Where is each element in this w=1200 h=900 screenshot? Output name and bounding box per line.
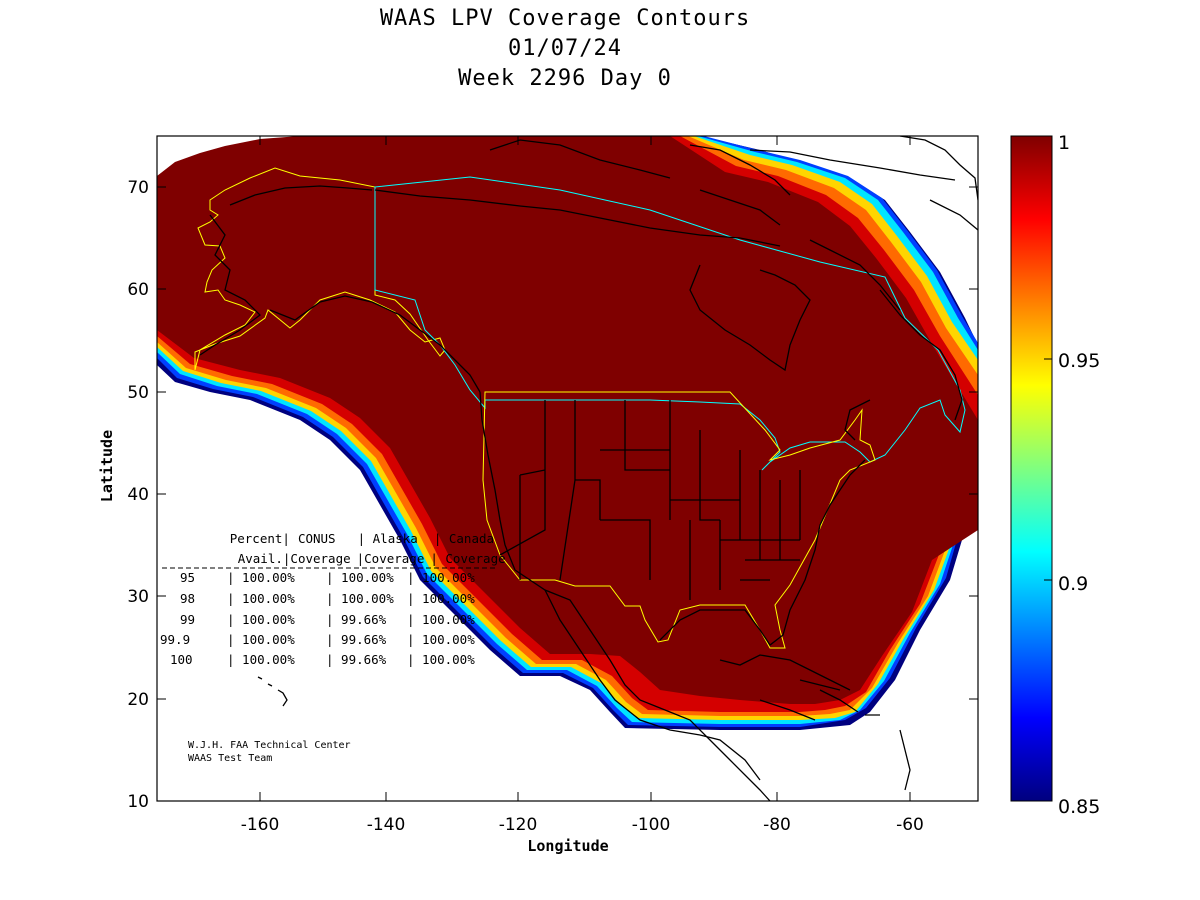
x-tick-label: -160 (241, 815, 280, 835)
chart-title: WAAS LPV Coverage Contours (379, 6, 751, 31)
table-header-2: Avail.|Coverage |Coverage | Coverage (170, 551, 558, 566)
title-block: WAAS LPV Coverage Contours 01/07/24 Week… (0, 4, 1130, 94)
x-tick-label: -60 (896, 815, 924, 835)
table-header-1: Percent| CONUS | Alaska | Canada (162, 531, 547, 546)
coverage-contours (157, 136, 978, 801)
y-tick-label: 30 (127, 587, 149, 607)
axis-ticks (157, 136, 978, 801)
y-tick-labels: 10 20 30 40 50 60 70 (127, 178, 149, 812)
hawaii (257, 676, 288, 707)
x-tick-label: -80 (763, 815, 791, 835)
y-tick-label: 40 (127, 485, 149, 505)
y-axis-label: Latitude (98, 430, 116, 502)
availability-table: Percent| CONUS | Alaska | Canada Avail.|Cov… (160, 531, 558, 667)
table-row: 95 | 100.00% | 100.00% | 100.00% (180, 570, 475, 585)
colorbar-gradient (1010, 135, 1053, 802)
table-row: 99.9 | 100.00% | 99.66% | 100.00% (160, 632, 475, 647)
colorbar-label: 0.95 (1058, 350, 1100, 372)
coastlines (199, 136, 978, 801)
y-tick-label: 20 (127, 690, 149, 710)
contour-band-100 (157, 136, 978, 704)
chart-date: 01/07/24 (508, 36, 622, 61)
credit-line-2: WAAS Test Team (188, 753, 272, 764)
colorbar: 1 0.95 0.9 0.85 (1010, 132, 1100, 818)
us-coast (479, 391, 866, 801)
credit-line-1: W.J.H. FAA Technical Center (188, 740, 351, 751)
chart-week-day: Week 2296 Day 0 (458, 66, 672, 91)
plot-frame (156, 135, 979, 802)
state-borders (499, 400, 801, 600)
y-tick-label: 10 (127, 792, 149, 812)
colorbar-label: 0.85 (1058, 796, 1100, 818)
y-tick-label: 50 (127, 383, 149, 403)
greenland-coast (899, 136, 978, 231)
x-tick-label: -140 (367, 815, 406, 835)
colorbar-label: 1 (1058, 132, 1070, 154)
table-row: 99 | 100.00% | 99.66% | 100.00% (180, 612, 475, 627)
plot-area: -160 -140 -120 -100 -80 -60 10 20 30 40 … (98, 135, 979, 855)
hudson-bay-coast (689, 239, 901, 372)
canada-arctic-coast (374, 139, 956, 247)
table-row: 100 | 100.00% | 99.66% | 100.00% (170, 652, 475, 667)
table-row: 98 | 100.00% | 100.00% | 100.00% (180, 591, 475, 606)
x-tick-label: -100 (632, 815, 671, 835)
x-tick-labels: -160 -140 -120 -100 -80 -60 (241, 815, 924, 835)
labrador-coast (844, 289, 963, 441)
y-tick-label: 70 (127, 178, 149, 198)
conus-boundary (482, 391, 876, 649)
x-axis-label: Longitude (527, 837, 608, 855)
alaska-coast (199, 185, 481, 393)
mexico-central-america (544, 589, 880, 781)
canada-boundary (374, 176, 966, 471)
caribbean-islands (799, 679, 911, 791)
colorbar-label: 0.9 (1058, 573, 1088, 595)
y-tick-label: 60 (127, 280, 149, 300)
x-tick-label: -120 (499, 815, 538, 835)
